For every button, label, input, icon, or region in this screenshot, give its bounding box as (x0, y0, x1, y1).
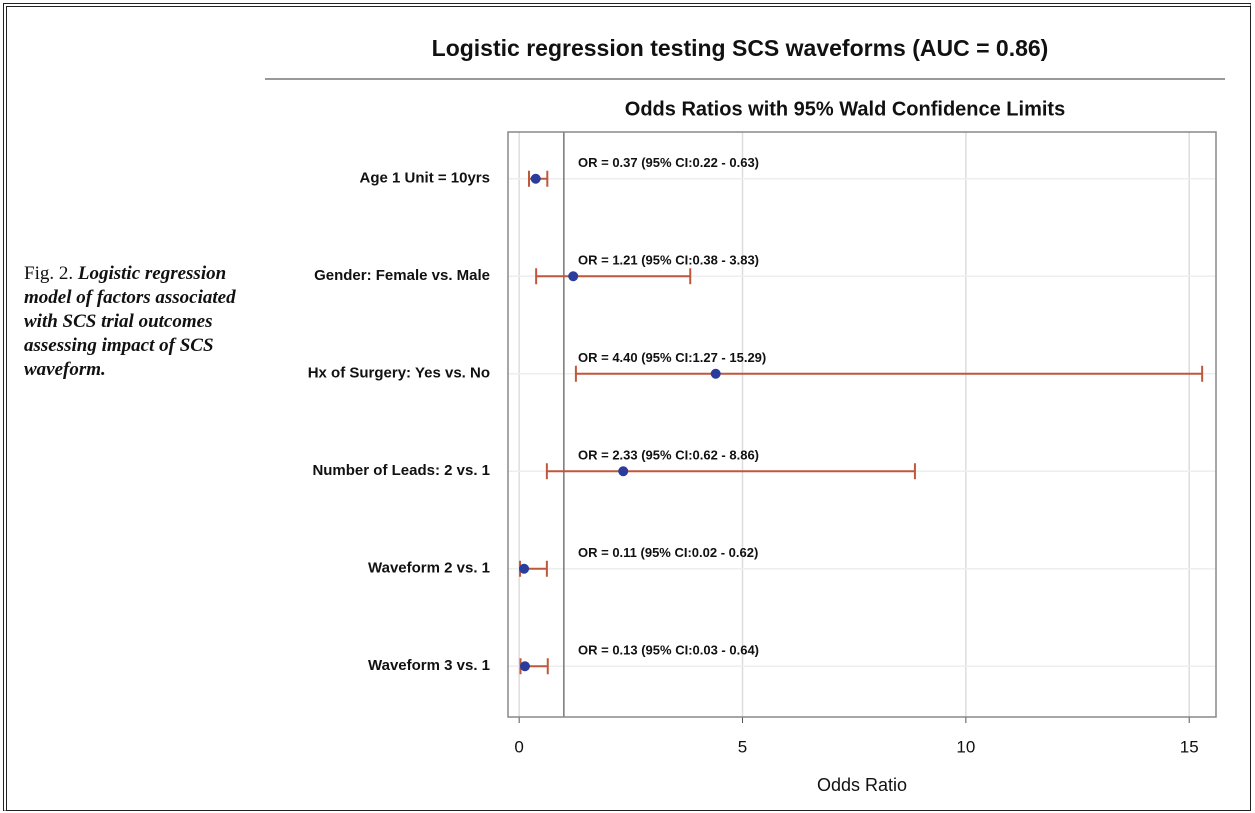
caption-text: Logistic regression model of factors ass… (24, 263, 236, 380)
x-tick-label: 0 (514, 737, 523, 756)
y-tick-label: Number of Leads: 2 vs. 1 (312, 462, 490, 479)
y-tick-label: Age 1 Unit = 10yrs (360, 170, 490, 187)
x-tick-label: 10 (956, 737, 975, 756)
point (618, 466, 629, 477)
point (710, 368, 721, 379)
value-label: OR = 2.33 (95% CI:0.62 - 8.86) (578, 448, 759, 463)
caption: Fig. 2. Logistic regression model of fac… (24, 262, 244, 382)
point (568, 271, 579, 282)
chart-title: Logistic regression testing SCS waveform… (432, 35, 1049, 61)
x-tick-label: 15 (1180, 737, 1199, 756)
caption-label: Fig. 2. (24, 263, 74, 284)
frame (3, 3, 1251, 811)
y-tick-label: Gender: Female vs. Male (314, 267, 490, 284)
y-tick-label: Waveform 3 vs. 1 (368, 657, 490, 674)
value-label: OR = 0.37 (95% CI:0.22 - 0.63) (578, 155, 759, 170)
x-axis-label: Odds Ratio (817, 775, 907, 795)
value-label: OR = 0.11 (95% CI:0.02 - 0.62) (578, 545, 758, 560)
y-tick-label: Waveform 2 vs. 1 (368, 560, 490, 577)
y-tick-label: Hx of Surgery: Yes vs. No (308, 365, 490, 382)
point (519, 661, 530, 672)
value-label: OR = 1.21 (95% CI:0.38 - 3.83) (578, 253, 759, 268)
x-tick-label: 5 (738, 737, 747, 756)
chart-subtitle: Odds Ratios with 95% Wald Confidence Lim… (625, 98, 1065, 120)
point (519, 563, 530, 574)
point (530, 173, 541, 184)
plot-frame (507, 131, 1217, 718)
value-label: OR = 0.13 (95% CI:0.03 - 0.64) (578, 643, 759, 658)
value-label: OR = 4.40 (95% CI:1.27 - 15.29) (578, 350, 766, 365)
